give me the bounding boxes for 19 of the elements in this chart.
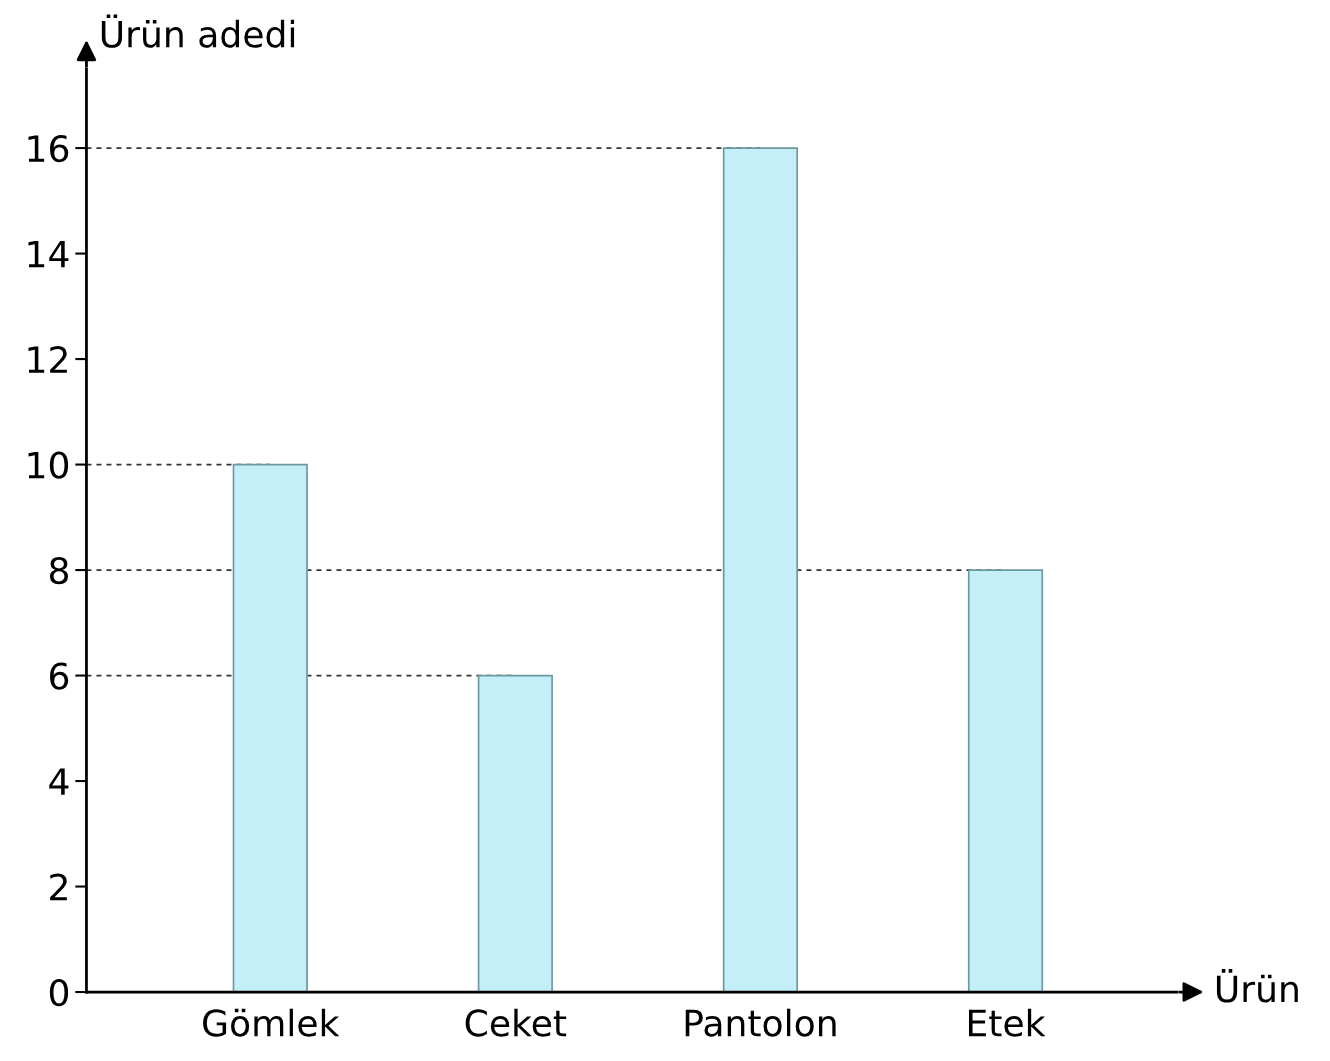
bar <box>477 674 553 993</box>
y-tick-label: 16 <box>28 135 69 163</box>
x-tick-label: Etek <box>968 1008 1046 1037</box>
x-tick-label: Ceket <box>465 1008 567 1037</box>
x-tick-label: Pantolon <box>685 1008 836 1037</box>
y-tick-label: 8 <box>49 556 69 585</box>
bar <box>967 569 1044 993</box>
y-tick-label: 4 <box>49 768 69 795</box>
y-tick-label: 10 <box>28 451 69 479</box>
x-axis-title: Ürün <box>1216 969 1298 1003</box>
y-tick-label: 14 <box>28 240 69 268</box>
bar <box>232 463 308 993</box>
y-tick-label: 12 <box>28 345 67 373</box>
y-tick-label: 6 <box>50 662 69 690</box>
y-axis-title: Ürün adedi <box>101 14 295 48</box>
x-tick-label: Gömlek <box>203 1008 340 1037</box>
y-tick-label: 0 <box>49 978 69 1007</box>
y-tick-label: 2 <box>50 873 67 901</box>
bar <box>722 147 799 993</box>
